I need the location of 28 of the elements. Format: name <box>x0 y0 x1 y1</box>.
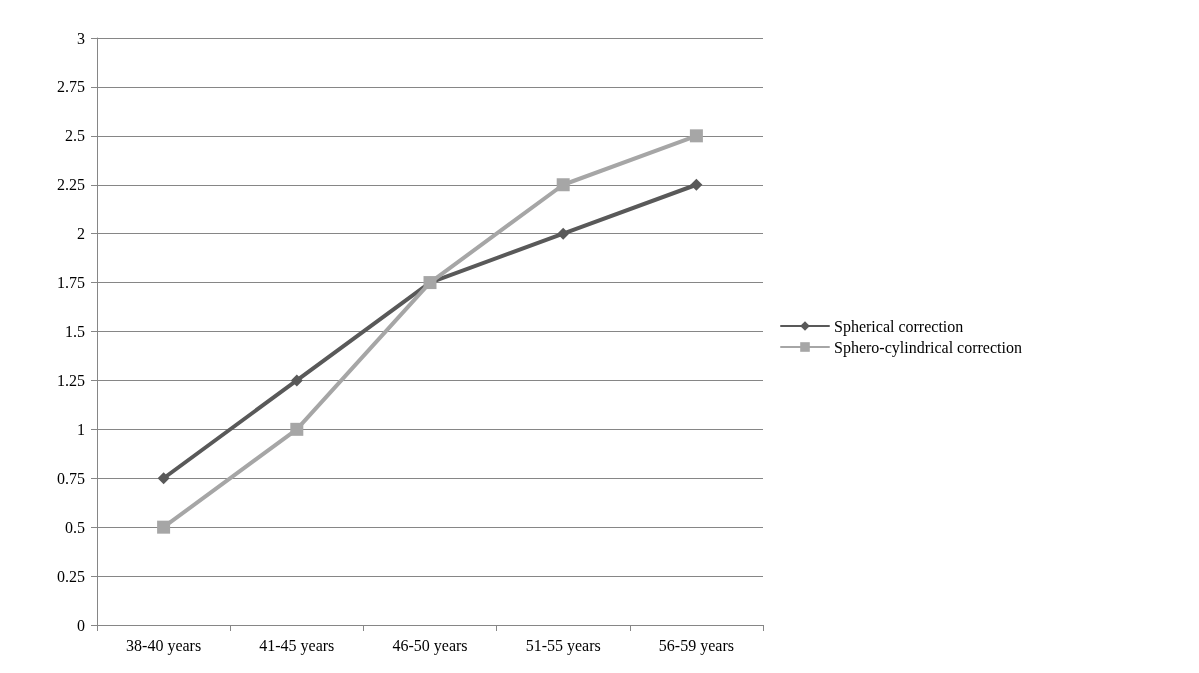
point <box>557 227 570 240</box>
y-tick-label: 2.25 <box>57 176 85 194</box>
y-tick-label: 1 <box>77 420 85 438</box>
x-tick-label: 38-40 years <box>126 636 202 655</box>
y-tick-label: 2.75 <box>57 78 85 96</box>
point <box>157 520 171 534</box>
y-tick-label: 2 <box>77 225 85 243</box>
legend-label: Spherical correction <box>834 317 964 336</box>
y-tick-label: 3 <box>77 29 85 47</box>
y-tick-label: 0 <box>77 616 85 634</box>
legend-label: Sphero-cylindrical correction <box>834 338 1022 357</box>
point <box>290 422 304 436</box>
x-tick-label: 56-59 years <box>658 636 734 655</box>
y-tick-label: 2.5 <box>65 127 85 145</box>
point <box>556 178 570 192</box>
y-tick-label: 0.75 <box>57 469 85 487</box>
point <box>690 178 703 191</box>
x-tick-label: 46-50 years <box>392 636 468 655</box>
x-tick-label: 41-45 years <box>259 636 335 655</box>
y-tick-label: 1.75 <box>57 274 85 292</box>
point <box>689 129 703 143</box>
x-tick-label: 51-55 years <box>525 636 601 655</box>
y-tick-label: 0.5 <box>65 518 85 536</box>
point <box>290 374 303 387</box>
y-tick-label: 0.25 <box>57 567 85 585</box>
point <box>157 472 170 485</box>
y-tick-label: 1.25 <box>57 371 85 389</box>
y-tick-label: 1.5 <box>65 323 85 340</box>
